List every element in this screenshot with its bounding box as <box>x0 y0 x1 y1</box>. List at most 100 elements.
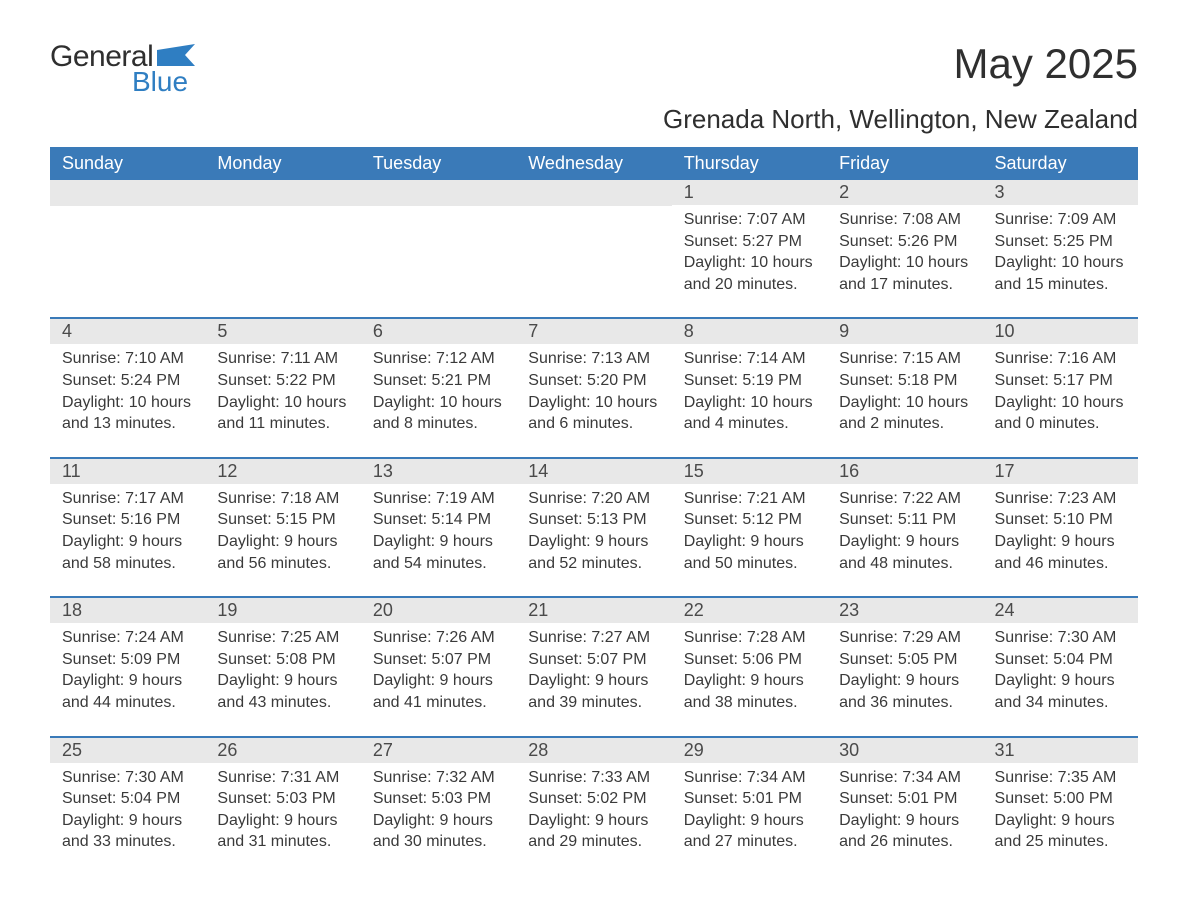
daylight-line: Daylight: 10 hours and 0 minutes. <box>995 392 1126 435</box>
day-number: 6 <box>361 317 516 344</box>
sunrise-line: Sunrise: 7:12 AM <box>373 348 504 370</box>
calendar-cell <box>361 180 516 295</box>
calendar-cell: 25Sunrise: 7:30 AMSunset: 5:04 PMDayligh… <box>50 736 205 853</box>
sunset-line: Sunset: 5:04 PM <box>62 788 193 810</box>
calendar-cell <box>50 180 205 295</box>
sunset-line: Sunset: 5:15 PM <box>217 509 348 531</box>
day-number: 30 <box>827 736 982 763</box>
sunset-line: Sunset: 5:01 PM <box>684 788 815 810</box>
day-details: Sunrise: 7:11 AMSunset: 5:22 PMDaylight:… <box>205 344 360 434</box>
day-number: 28 <box>516 736 671 763</box>
day-details: Sunrise: 7:34 AMSunset: 5:01 PMDaylight:… <box>827 763 982 853</box>
sunrise-line: Sunrise: 7:22 AM <box>839 488 970 510</box>
sunset-line: Sunset: 5:08 PM <box>217 649 348 671</box>
day-number <box>50 180 205 206</box>
day-number: 10 <box>983 317 1138 344</box>
calendar-week: 1Sunrise: 7:07 AMSunset: 5:27 PMDaylight… <box>50 180 1138 295</box>
calendar-cell: 28Sunrise: 7:33 AMSunset: 5:02 PMDayligh… <box>516 736 671 853</box>
daylight-line: Daylight: 10 hours and 4 minutes. <box>684 392 815 435</box>
day-number: 19 <box>205 596 360 623</box>
day-number: 25 <box>50 736 205 763</box>
daylight-line: Daylight: 9 hours and 27 minutes. <box>684 810 815 853</box>
day-details: Sunrise: 7:18 AMSunset: 5:15 PMDaylight:… <box>205 484 360 574</box>
sunset-line: Sunset: 5:20 PM <box>528 370 659 392</box>
day-number <box>516 180 671 206</box>
day-details: Sunrise: 7:21 AMSunset: 5:12 PMDaylight:… <box>672 484 827 574</box>
sunset-line: Sunset: 5:22 PM <box>217 370 348 392</box>
day-number: 8 <box>672 317 827 344</box>
day-details: Sunrise: 7:09 AMSunset: 5:25 PMDaylight:… <box>983 205 1138 295</box>
day-number: 15 <box>672 457 827 484</box>
daylight-line: Daylight: 9 hours and 31 minutes. <box>217 810 348 853</box>
day-number: 5 <box>205 317 360 344</box>
weekday-header: Monday <box>205 147 360 180</box>
day-number: 2 <box>827 180 982 205</box>
daylight-line: Daylight: 9 hours and 39 minutes. <box>528 670 659 713</box>
daylight-line: Daylight: 9 hours and 34 minutes. <box>995 670 1126 713</box>
sunrise-line: Sunrise: 7:35 AM <box>995 767 1126 789</box>
calendar-cell: 9Sunrise: 7:15 AMSunset: 5:18 PMDaylight… <box>827 317 982 434</box>
sunrise-line: Sunrise: 7:26 AM <box>373 627 504 649</box>
calendar-cell: 19Sunrise: 7:25 AMSunset: 5:08 PMDayligh… <box>205 596 360 713</box>
calendar-cell: 24Sunrise: 7:30 AMSunset: 5:04 PMDayligh… <box>983 596 1138 713</box>
page-header: General Blue May 2025 <box>50 40 1138 98</box>
daylight-line: Daylight: 10 hours and 8 minutes. <box>373 392 504 435</box>
day-details: Sunrise: 7:10 AMSunset: 5:24 PMDaylight:… <box>50 344 205 434</box>
sunrise-line: Sunrise: 7:08 AM <box>839 209 970 231</box>
sunrise-line: Sunrise: 7:34 AM <box>684 767 815 789</box>
day-number: 18 <box>50 596 205 623</box>
calendar-cell: 23Sunrise: 7:29 AMSunset: 5:05 PMDayligh… <box>827 596 982 713</box>
day-details: Sunrise: 7:35 AMSunset: 5:00 PMDaylight:… <box>983 763 1138 853</box>
calendar-cell: 2Sunrise: 7:08 AMSunset: 5:26 PMDaylight… <box>827 180 982 295</box>
sunrise-line: Sunrise: 7:31 AM <box>217 767 348 789</box>
calendar-cell: 17Sunrise: 7:23 AMSunset: 5:10 PMDayligh… <box>983 457 1138 574</box>
calendar-cell: 3Sunrise: 7:09 AMSunset: 5:25 PMDaylight… <box>983 180 1138 295</box>
day-details: Sunrise: 7:34 AMSunset: 5:01 PMDaylight:… <box>672 763 827 853</box>
day-details: Sunrise: 7:12 AMSunset: 5:21 PMDaylight:… <box>361 344 516 434</box>
day-details: Sunrise: 7:15 AMSunset: 5:18 PMDaylight:… <box>827 344 982 434</box>
sunset-line: Sunset: 5:19 PM <box>684 370 815 392</box>
daylight-line: Daylight: 9 hours and 56 minutes. <box>217 531 348 574</box>
sunset-line: Sunset: 5:25 PM <box>995 231 1126 253</box>
day-number <box>361 180 516 206</box>
sunrise-line: Sunrise: 7:11 AM <box>217 348 348 370</box>
sunset-line: Sunset: 5:16 PM <box>62 509 193 531</box>
sunset-line: Sunset: 5:02 PM <box>528 788 659 810</box>
sunrise-line: Sunrise: 7:18 AM <box>217 488 348 510</box>
day-details: Sunrise: 7:33 AMSunset: 5:02 PMDaylight:… <box>516 763 671 853</box>
day-details: Sunrise: 7:08 AMSunset: 5:26 PMDaylight:… <box>827 205 982 295</box>
calendar-cell: 18Sunrise: 7:24 AMSunset: 5:09 PMDayligh… <box>50 596 205 713</box>
calendar-cell: 31Sunrise: 7:35 AMSunset: 5:00 PMDayligh… <box>983 736 1138 853</box>
day-details: Sunrise: 7:17 AMSunset: 5:16 PMDaylight:… <box>50 484 205 574</box>
day-details: Sunrise: 7:16 AMSunset: 5:17 PMDaylight:… <box>983 344 1138 434</box>
calendar-week: 11Sunrise: 7:17 AMSunset: 5:16 PMDayligh… <box>50 457 1138 574</box>
daylight-line: Daylight: 9 hours and 54 minutes. <box>373 531 504 574</box>
daylight-line: Daylight: 9 hours and 52 minutes. <box>528 531 659 574</box>
sunset-line: Sunset: 5:01 PM <box>839 788 970 810</box>
sunset-line: Sunset: 5:26 PM <box>839 231 970 253</box>
day-details: Sunrise: 7:22 AMSunset: 5:11 PMDaylight:… <box>827 484 982 574</box>
sunrise-line: Sunrise: 7:25 AM <box>217 627 348 649</box>
daylight-line: Daylight: 10 hours and 13 minutes. <box>62 392 193 435</box>
sunrise-line: Sunrise: 7:13 AM <box>528 348 659 370</box>
calendar-cell: 16Sunrise: 7:22 AMSunset: 5:11 PMDayligh… <box>827 457 982 574</box>
calendar-cell: 7Sunrise: 7:13 AMSunset: 5:20 PMDaylight… <box>516 317 671 434</box>
calendar-cell: 10Sunrise: 7:16 AMSunset: 5:17 PMDayligh… <box>983 317 1138 434</box>
sunrise-line: Sunrise: 7:24 AM <box>62 627 193 649</box>
logo: General Blue <box>50 40 195 98</box>
day-number: 21 <box>516 596 671 623</box>
daylight-line: Daylight: 9 hours and 46 minutes. <box>995 531 1126 574</box>
day-number: 26 <box>205 736 360 763</box>
day-number: 17 <box>983 457 1138 484</box>
sunset-line: Sunset: 5:24 PM <box>62 370 193 392</box>
day-number <box>205 180 360 206</box>
daylight-line: Daylight: 9 hours and 50 minutes. <box>684 531 815 574</box>
calendar-cell: 14Sunrise: 7:20 AMSunset: 5:13 PMDayligh… <box>516 457 671 574</box>
daylight-line: Daylight: 9 hours and 33 minutes. <box>62 810 193 853</box>
calendar: SundayMondayTuesdayWednesdayThursdayFrid… <box>50 147 1138 853</box>
sunrise-line: Sunrise: 7:14 AM <box>684 348 815 370</box>
day-number: 3 <box>983 180 1138 205</box>
calendar-cell: 1Sunrise: 7:07 AMSunset: 5:27 PMDaylight… <box>672 180 827 295</box>
sunrise-line: Sunrise: 7:09 AM <box>995 209 1126 231</box>
calendar-cell: 13Sunrise: 7:19 AMSunset: 5:14 PMDayligh… <box>361 457 516 574</box>
